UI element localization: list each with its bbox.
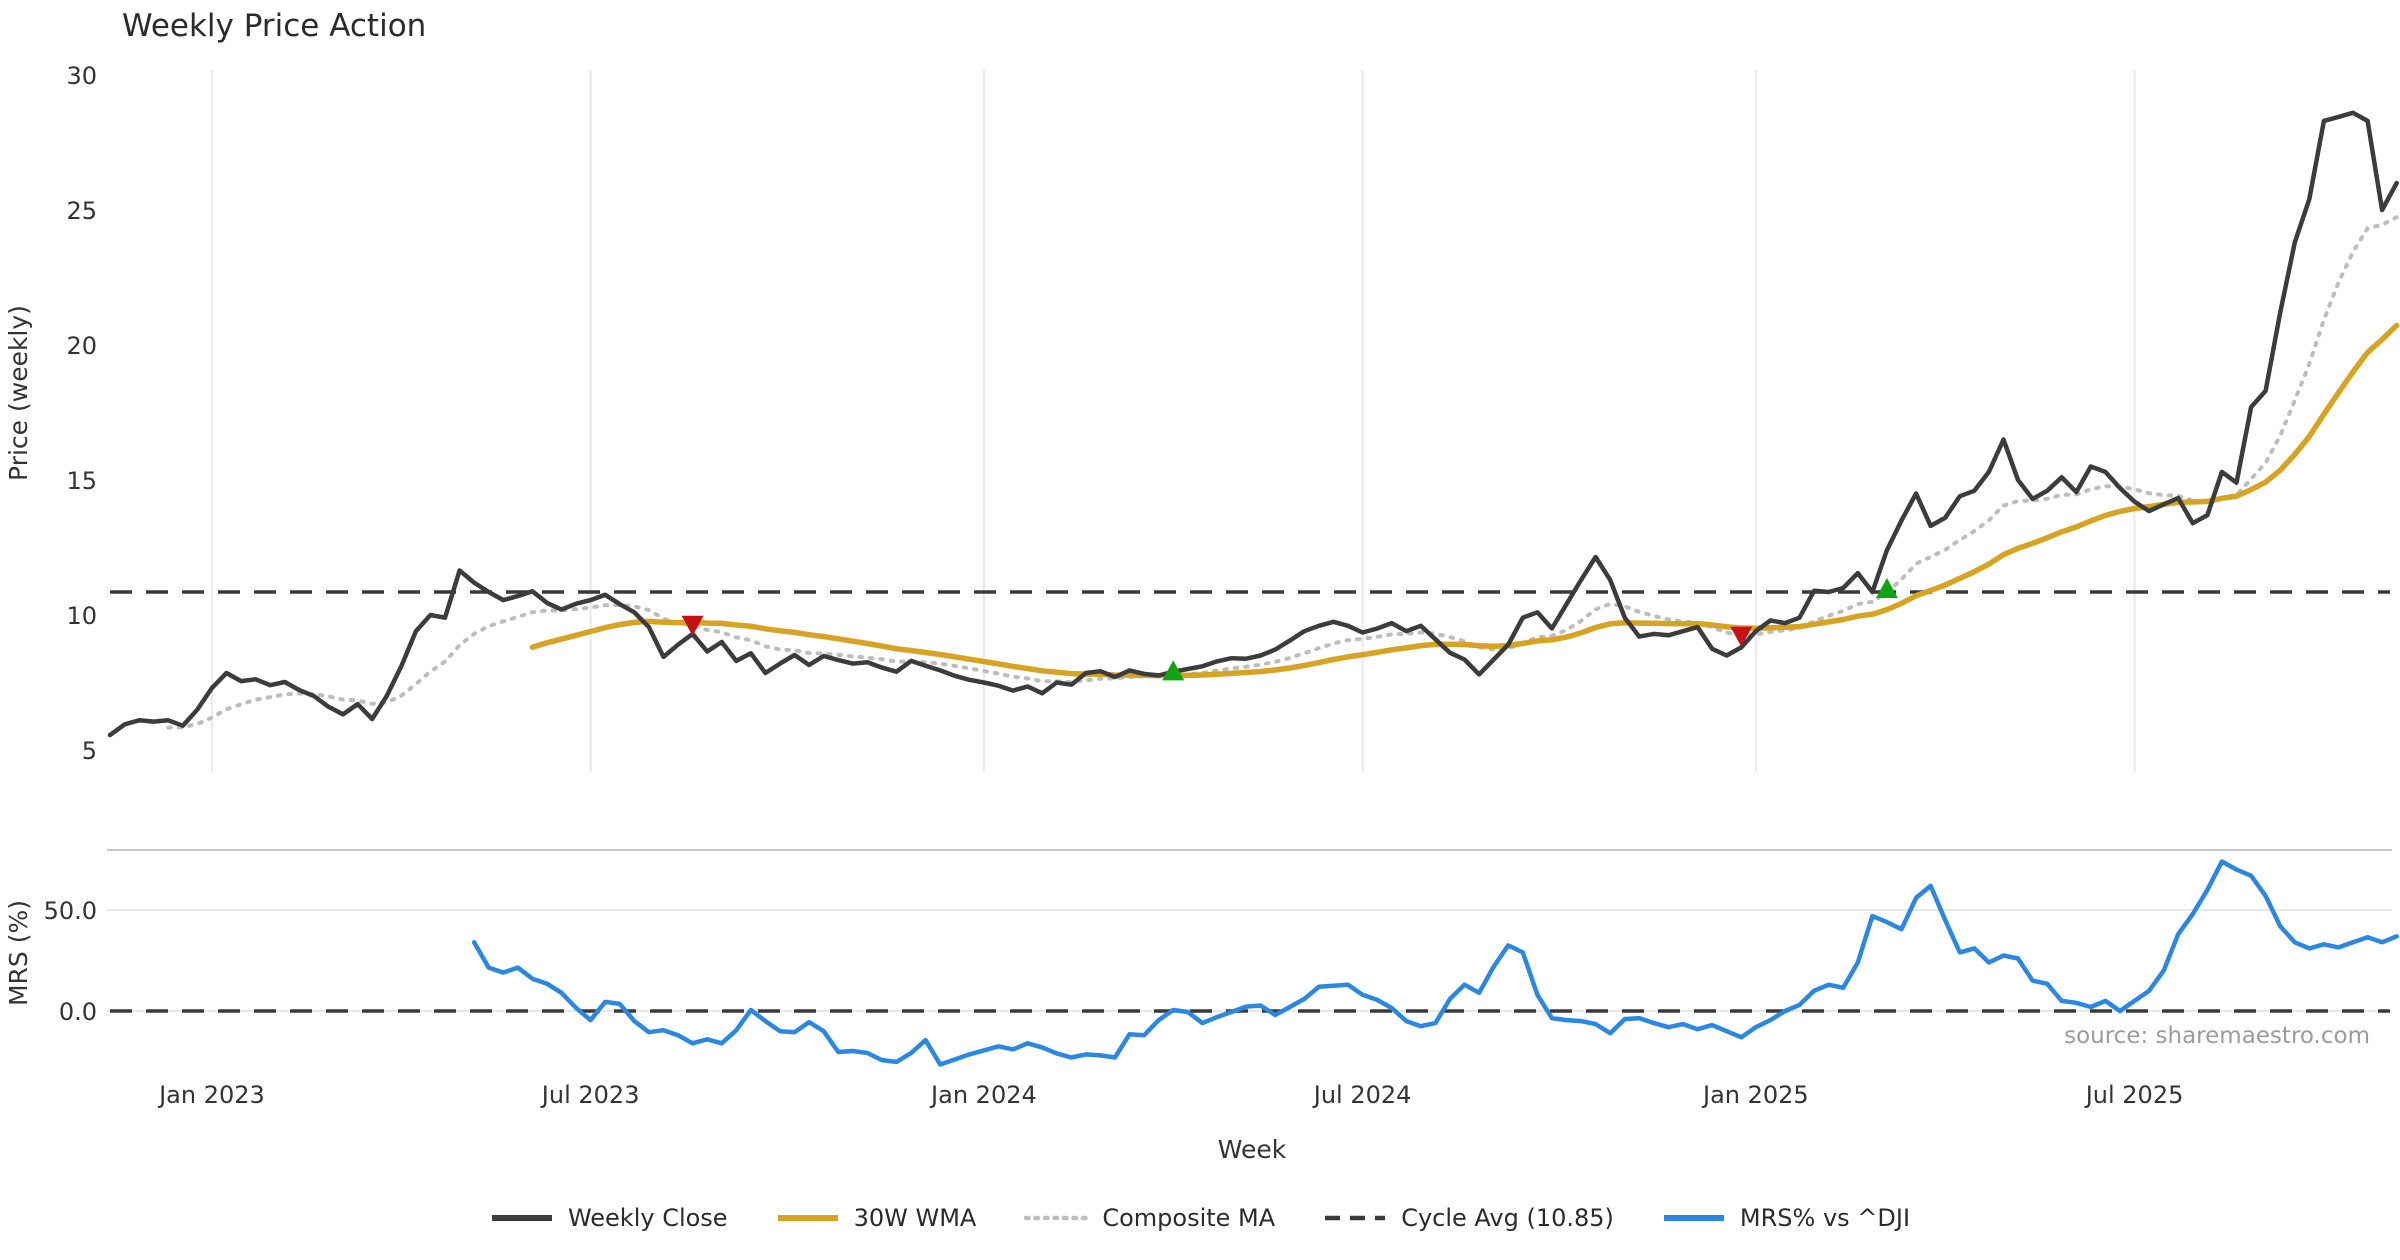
mrs-y-tick-label: 50.0 — [44, 897, 97, 925]
price-y-tick-label: 5 — [82, 737, 97, 765]
sell-marker — [1730, 626, 1753, 647]
source-note: source: sharemaestro.com — [2064, 1023, 2370, 1049]
legend-swatch-solid-icon — [777, 1215, 838, 1221]
price-y-tick-label: 20 — [66, 332, 97, 360]
legend-item: MRS% vs ^DJI — [1662, 1204, 1910, 1232]
wma-line — [529, 322, 2400, 679]
legend-item: 30W WMA — [776, 1204, 977, 1232]
x-tick-label: Jul 2025 — [2084, 1081, 2184, 1109]
price-y-tick-label: 15 — [66, 467, 97, 495]
x-tick-label: Jul 2023 — [540, 1081, 640, 1109]
price-y-tick-label: 10 — [66, 602, 97, 630]
legend-label: Cycle Avg (10.85) — [1401, 1204, 1614, 1232]
legend-label: Weekly Close — [567, 1204, 728, 1232]
legend-label: MRS% vs ^DJI — [1739, 1204, 1911, 1232]
legend-swatch-solid-icon — [491, 1215, 552, 1221]
buy-marker — [1875, 578, 1898, 598]
mrs-y-tick-label: 0.0 — [59, 998, 97, 1026]
price-y-axis-label: Price (weekly) — [4, 305, 33, 481]
legend-swatch-solid-icon — [1663, 1215, 1724, 1221]
x-axis-label: Week — [1218, 1135, 1287, 1164]
legend-item: Cycle Avg (10.85) — [1323, 1204, 1614, 1232]
legend-label: 30W WMA — [853, 1204, 977, 1232]
x-tick-label: Jan 2024 — [929, 1081, 1037, 1109]
chart-legend: Weekly Close 30W WMA Composite MA Cycle Avg… — [0, 1204, 2400, 1232]
legend-swatch-dashed-icon — [1325, 1215, 1386, 1221]
legend-item: Weekly Close — [490, 1204, 728, 1232]
page-title: Weekly Price Action — [122, 8, 427, 44]
mrs-y-axis-label: MRS (%) — [4, 900, 33, 1006]
legend-item: Composite MA — [1024, 1204, 1275, 1232]
composite-ma-line — [166, 215, 2399, 730]
weekly-close-line — [107, 110, 2399, 738]
sell-marker — [681, 615, 704, 636]
x-tick-label: Jan 2025 — [1701, 1081, 1809, 1109]
x-tick-label: Jul 2024 — [1312, 1081, 1412, 1109]
legend-swatch-dotted-icon — [1024, 1215, 1089, 1221]
x-tick-label: Jan 2023 — [157, 1081, 265, 1109]
price-y-tick-label: 30 — [66, 62, 97, 90]
buy-marker — [1162, 660, 1185, 681]
legend-label: Composite MA — [1102, 1204, 1276, 1232]
price-y-tick-label: 25 — [66, 197, 97, 225]
mrs-line — [471, 859, 2399, 1067]
